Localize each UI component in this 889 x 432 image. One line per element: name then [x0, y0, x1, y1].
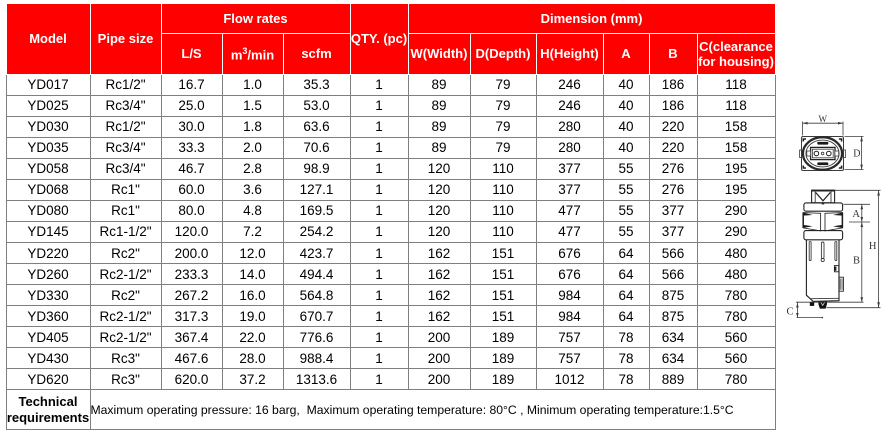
svg-text:D: D [853, 149, 860, 160]
svg-text:W: W [819, 114, 828, 124]
svg-text:B: B [853, 256, 860, 267]
svg-text:H: H [869, 241, 877, 252]
svg-text:A: A [852, 209, 860, 220]
svg-text:C: C [786, 307, 793, 318]
